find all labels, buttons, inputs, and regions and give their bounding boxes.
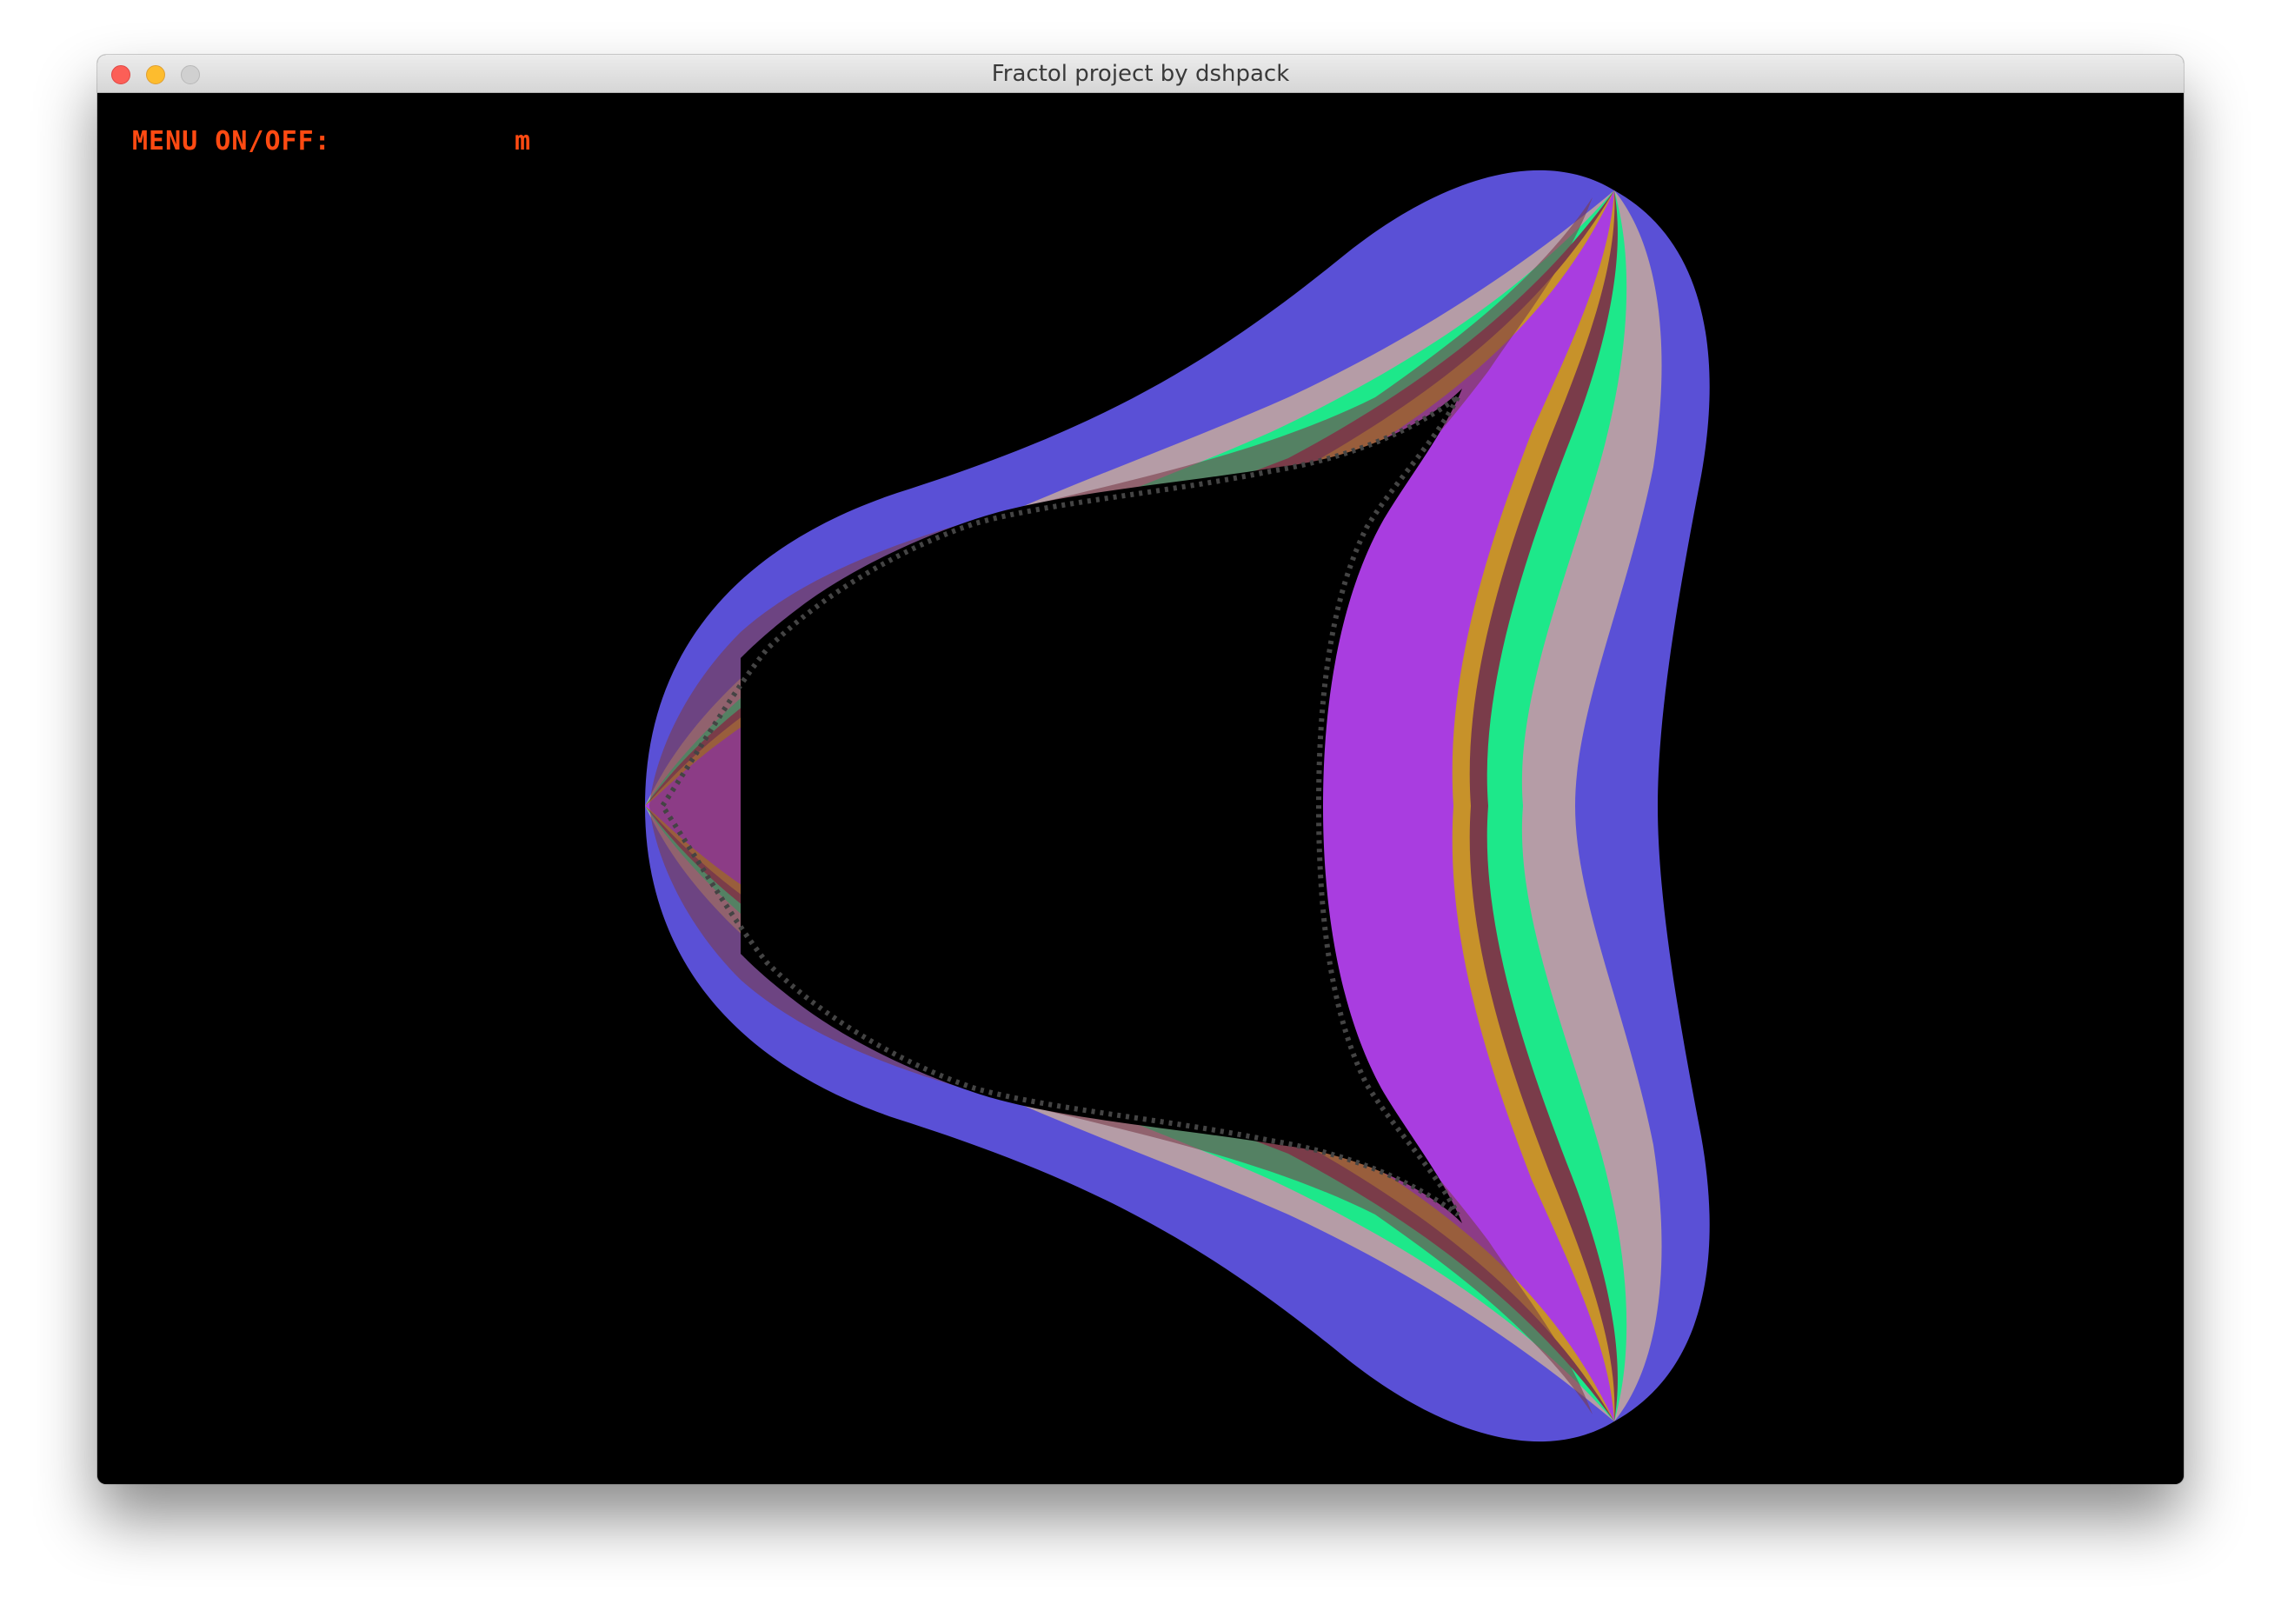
menu-toggle-key: m <box>515 126 531 156</box>
title-bar[interactable]: Fractol project by dshpack <box>97 55 2184 93</box>
minimize-button[interactable] <box>146 65 165 84</box>
close-button[interactable] <box>111 65 130 84</box>
window-title: Fractol project by dshpack <box>991 61 1290 87</box>
menu-toggle-label: MENU ON/OFF: <box>132 126 331 156</box>
fractal-interior <box>649 197 1593 1414</box>
fractal-canvas[interactable]: MENU ON/OFF: m <box>97 93 2184 1484</box>
zoom-button[interactable] <box>181 65 200 84</box>
fractal-image <box>645 170 1710 1442</box>
app-window: Fractol project by dshpack <box>97 55 2184 1484</box>
